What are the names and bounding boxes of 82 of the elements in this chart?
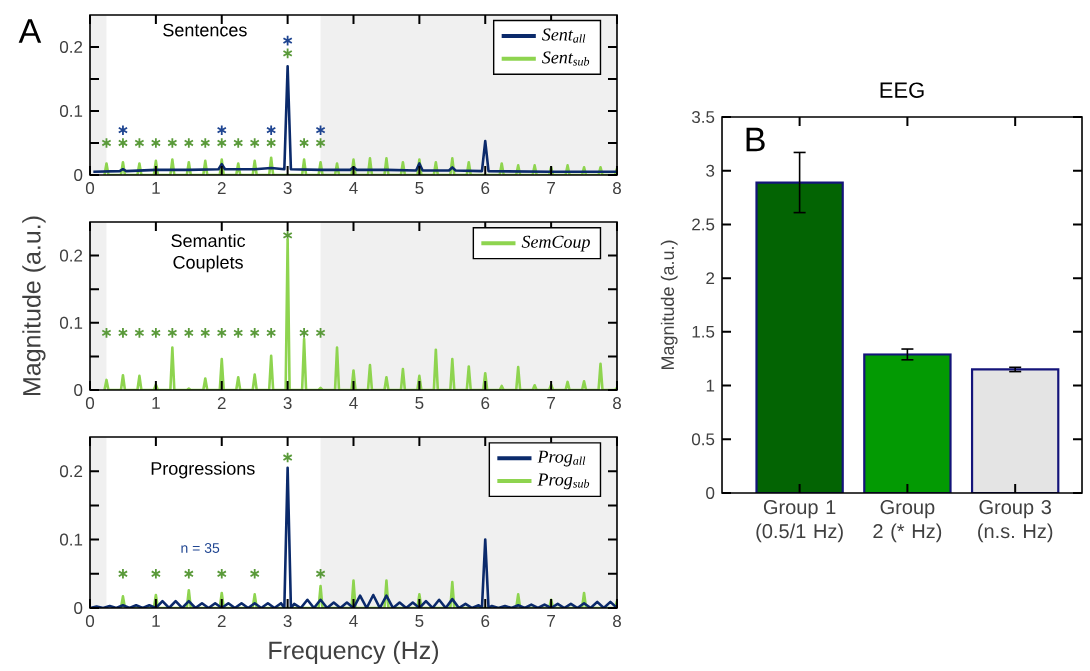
text: A — [18, 19, 42, 43]
y-tick-label: 0 — [74, 384, 83, 397]
x-axis-title: Frequency (Hz) — [269, 640, 439, 665]
x-tick-label: 3 — [283, 397, 292, 410]
y-tick-label: 0.1 — [59, 533, 83, 546]
chart-title: EEG — [880, 82, 924, 99]
x-tick-label: 0 — [85, 182, 95, 195]
x-tick-label: Group 3 (n.s. Hz) — [978, 500, 1053, 543]
x-tick-label: 5 — [415, 397, 424, 410]
x-tick-label: 4 — [349, 615, 358, 627]
y-tick-label: 0.2 — [59, 465, 83, 478]
point — [233, 137, 244, 149]
point — [200, 137, 211, 149]
y-tick-label: 0.2 — [59, 249, 83, 262]
x-tick-label: 1 — [152, 182, 160, 194]
point — [315, 137, 326, 149]
line-series — [92, 64, 617, 174]
point — [216, 137, 227, 149]
y-tick-label: 0.2 — [59, 41, 83, 54]
x-tick-label: 3 — [283, 615, 292, 628]
x-tick-label: 6 — [481, 397, 490, 410]
point — [282, 34, 293, 47]
annotation: Sentences — [163, 23, 247, 37]
point — [216, 124, 227, 136]
y-tick-label: 0.5 — [691, 433, 715, 446]
annotation: B — [746, 127, 765, 152]
y-tick-label: 0 — [706, 487, 715, 500]
x-tick-label: 2 — [217, 182, 226, 195]
x-tick-label: 6 — [481, 182, 490, 195]
point — [150, 137, 161, 149]
y-tick-label: 3 — [706, 164, 715, 177]
x-tick-label: 3 — [283, 182, 292, 195]
x-tick-label: 8 — [613, 615, 621, 628]
point — [167, 137, 178, 149]
legend-label: Prog$_{sub}$ — [537, 473, 590, 490]
point — [117, 124, 128, 136]
x-tick-label: 2 — [217, 615, 226, 628]
x-tick-label: 0 — [85, 397, 95, 410]
x-tick-label: 8 — [613, 397, 621, 410]
point — [282, 47, 293, 60]
y-tick-label: 2.5 — [692, 218, 715, 231]
point — [134, 137, 145, 149]
annotation: Progressions — [151, 461, 255, 479]
x-tick-label: 4 — [349, 397, 358, 409]
legend-label: SemCoup — [521, 235, 590, 252]
point — [266, 124, 277, 136]
x-tick-label: 1 — [152, 615, 160, 627]
x-tick-label: 7 — [547, 615, 555, 627]
x-tick-label: 6 — [481, 615, 490, 628]
x-tick-label: 0 — [85, 615, 95, 628]
x-tick-label: 8 — [613, 182, 621, 195]
annotation: Semantic Couplets — [171, 233, 246, 273]
legend-label: Sent$_{all}$ — [542, 28, 586, 43]
x-tick-label: 5 — [415, 182, 424, 195]
y-tick-label: 0 — [74, 602, 83, 615]
y-tick-label: 0.1 — [59, 316, 83, 329]
point — [117, 137, 128, 149]
point — [249, 137, 260, 149]
point — [101, 137, 112, 149]
y-tick-label: 1 — [706, 379, 715, 392]
point — [183, 137, 194, 149]
x-tick-label: 1 — [152, 397, 160, 409]
y-axis-title: Magnitude (a.u.) — [660, 240, 678, 370]
x-tick-label: Group 2 (* Hz) — [873, 500, 942, 543]
x-tick-label: 2 — [217, 397, 226, 410]
point — [266, 137, 277, 149]
y-tick-label: 2 — [706, 272, 715, 285]
x-tick-label: Group 1 (0.5/1 Hz) — [756, 500, 843, 543]
x-tick-label: 4 — [349, 182, 358, 194]
legend-label: Prog$_{all}$ — [537, 450, 586, 467]
x-tick-label: 7 — [547, 182, 555, 194]
y-tick-label: 1.5 — [692, 326, 715, 338]
y-tick-label: 0.1 — [59, 105, 83, 118]
annotation: n = 35 — [181, 543, 220, 554]
legend-label: Sent$_{sub}$ — [542, 51, 590, 66]
x-tick-label: 5 — [415, 615, 424, 628]
y-tick-label: 0 — [74, 169, 83, 182]
x-tick-label: 7 — [547, 397, 555, 409]
point — [315, 124, 326, 136]
y-axis-title: Magnitude (a.u.) — [22, 216, 46, 396]
y-tick-label: 3.5 — [691, 111, 715, 124]
point — [299, 137, 310, 149]
